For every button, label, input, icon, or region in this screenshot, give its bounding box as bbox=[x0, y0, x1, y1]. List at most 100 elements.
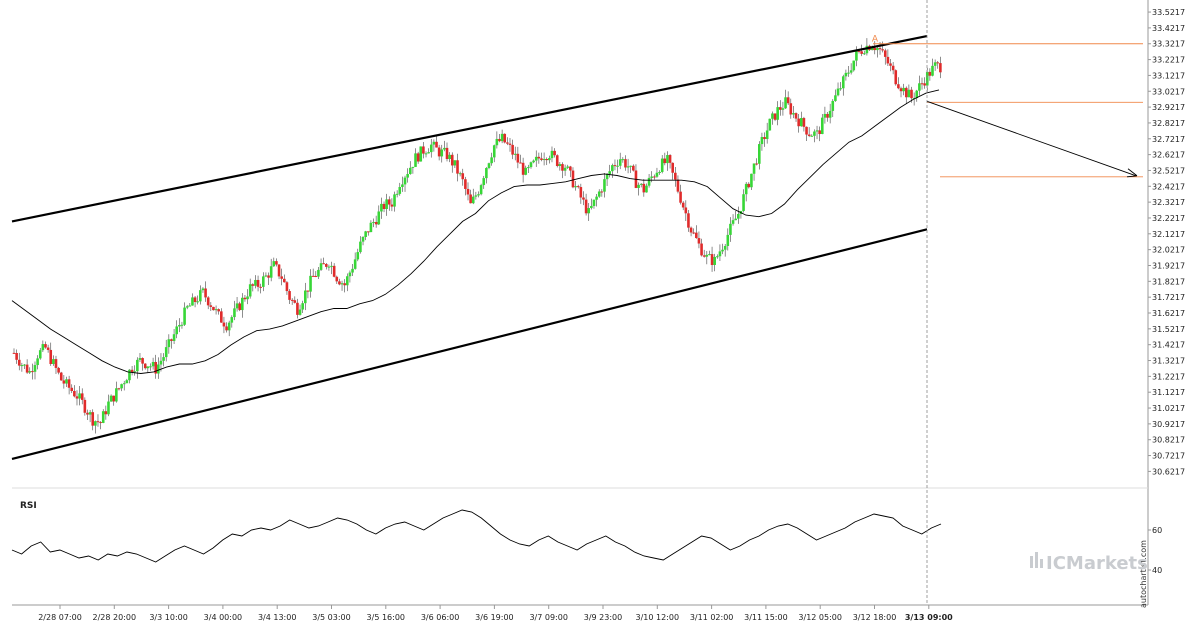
candle-body bbox=[199, 290, 202, 302]
candle-body bbox=[164, 347, 168, 358]
candle-body bbox=[141, 358, 144, 364]
x-tick-label: 2/28 07:00 bbox=[38, 613, 82, 622]
candle-body bbox=[907, 89, 911, 98]
candle-body bbox=[737, 214, 740, 219]
candle-body bbox=[117, 388, 121, 390]
candle-body bbox=[269, 266, 273, 278]
candle-body bbox=[639, 183, 643, 185]
x-tick-label: 3/11 15:00 bbox=[744, 613, 788, 622]
candle-body bbox=[629, 165, 633, 167]
candle-body bbox=[776, 107, 779, 120]
candle-body bbox=[477, 194, 480, 196]
candle-body bbox=[138, 358, 142, 360]
candle-body bbox=[429, 144, 433, 153]
candle-body bbox=[747, 183, 751, 188]
candle-body bbox=[813, 131, 816, 136]
candle-body bbox=[448, 154, 451, 159]
candle-body bbox=[797, 118, 800, 127]
candle-body bbox=[839, 88, 842, 90]
candle-body bbox=[561, 164, 564, 171]
candle-body bbox=[844, 72, 848, 77]
candle-body bbox=[178, 325, 181, 327]
candle-body bbox=[277, 264, 281, 277]
candle-body bbox=[760, 137, 764, 145]
candle-body bbox=[243, 297, 247, 300]
candle-body bbox=[130, 369, 134, 373]
candle-body bbox=[763, 137, 766, 140]
candle-body bbox=[592, 199, 596, 206]
candle-body bbox=[435, 141, 438, 148]
candle-body bbox=[689, 227, 693, 233]
y-tick-label: 31.0217 bbox=[1152, 404, 1185, 413]
y-tick-label: 33.0217 bbox=[1152, 87, 1185, 96]
candle-body bbox=[395, 193, 399, 195]
candle-body bbox=[702, 255, 706, 257]
candle-body bbox=[23, 364, 26, 366]
candle-body bbox=[209, 305, 213, 307]
y-tick-label: 32.8217 bbox=[1152, 119, 1185, 128]
candle-body bbox=[306, 290, 310, 292]
candle-body bbox=[406, 174, 409, 178]
candle-body bbox=[897, 84, 900, 89]
candle-body bbox=[317, 269, 320, 277]
candle-body bbox=[726, 234, 730, 246]
candle-body bbox=[251, 284, 255, 286]
candle-body bbox=[495, 138, 499, 146]
y-tick-label: 30.8217 bbox=[1152, 436, 1185, 445]
y-tick-label: 31.5217 bbox=[1152, 325, 1185, 334]
candle-body bbox=[519, 162, 522, 164]
candle-body bbox=[133, 371, 137, 373]
candle-body bbox=[571, 170, 575, 188]
x-tick-label: 3/5 03:00 bbox=[312, 613, 350, 622]
candle-body bbox=[52, 359, 55, 365]
candle-body bbox=[889, 63, 892, 66]
candle-body bbox=[464, 179, 467, 189]
candle-body bbox=[925, 71, 929, 86]
candle-body bbox=[768, 118, 772, 131]
candle-body bbox=[461, 173, 465, 180]
candle-body bbox=[322, 263, 325, 265]
rsi-tick-label: 60 bbox=[1152, 526, 1162, 535]
candle-body bbox=[311, 275, 315, 277]
candle-body bbox=[831, 100, 835, 111]
candle-body bbox=[899, 88, 903, 92]
y-tick-label: 33.2217 bbox=[1152, 56, 1185, 65]
candle-body bbox=[235, 303, 239, 309]
candle-body bbox=[482, 178, 486, 186]
candle-body bbox=[553, 150, 556, 156]
candle-body bbox=[915, 90, 919, 99]
candle-body bbox=[38, 350, 42, 359]
candle-body bbox=[356, 252, 360, 260]
candle-body bbox=[91, 412, 95, 426]
candle-body bbox=[818, 130, 821, 135]
candle-body bbox=[25, 364, 29, 373]
y-tick-label: 33.3217 bbox=[1152, 40, 1185, 49]
candle-body bbox=[96, 421, 100, 423]
candle-body bbox=[655, 172, 659, 177]
candle-body bbox=[143, 363, 147, 369]
candle-body bbox=[928, 71, 932, 76]
candle-body bbox=[390, 204, 394, 207]
candle-body bbox=[902, 87, 905, 92]
candle-body bbox=[540, 158, 543, 161]
candle-body bbox=[799, 118, 803, 127]
candle-body bbox=[876, 48, 879, 51]
candle-body bbox=[600, 191, 604, 193]
candle-body bbox=[650, 176, 654, 178]
candle-body bbox=[621, 159, 625, 161]
candle-body bbox=[403, 177, 407, 185]
candle-body bbox=[437, 147, 441, 157]
candle-body bbox=[708, 254, 711, 256]
candle-body bbox=[613, 165, 617, 167]
candle-body bbox=[159, 360, 163, 365]
candle-body bbox=[511, 144, 514, 155]
candle-body bbox=[170, 339, 173, 341]
candle-body bbox=[445, 147, 449, 159]
candle-body bbox=[149, 366, 152, 368]
candle-body bbox=[653, 176, 656, 178]
candle-body bbox=[687, 213, 690, 228]
candle-body bbox=[246, 296, 249, 300]
y-tick-label: 32.3217 bbox=[1152, 198, 1185, 207]
pattern-levels: A bbox=[872, 35, 1143, 178]
candle-body bbox=[542, 159, 546, 161]
